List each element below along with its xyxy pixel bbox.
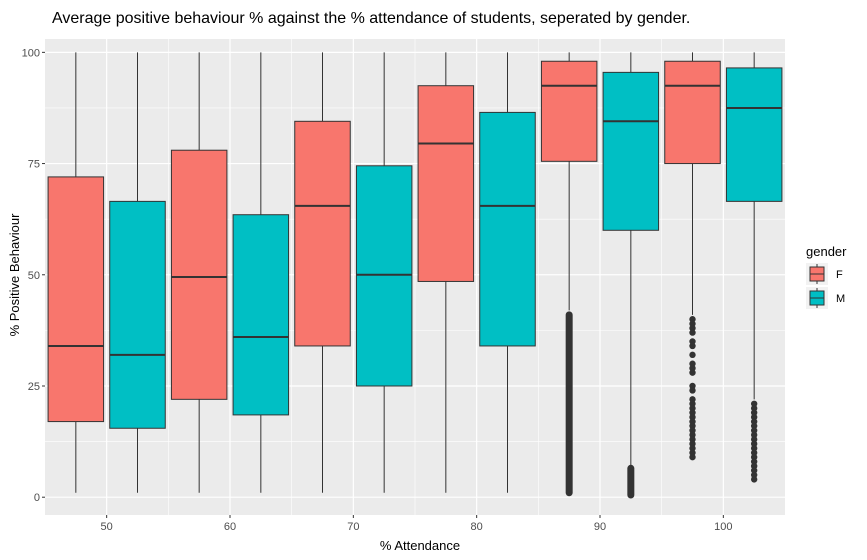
outlier-point	[689, 396, 696, 403]
y-tick-label: 100	[22, 47, 40, 59]
box-F	[170, 52, 228, 493]
outlier-point	[750, 462, 758, 470]
box-iqr	[417, 85, 475, 282]
box-iqr	[294, 120, 351, 347]
outlier-points	[627, 464, 635, 499]
outlier-point	[689, 449, 696, 456]
outlier-point	[750, 436, 758, 443]
outlier-point	[750, 453, 758, 461]
box-M	[355, 52, 413, 493]
outlier-point	[750, 405, 758, 412]
outlier-point	[689, 436, 696, 443]
outlier-point	[750, 445, 758, 452]
outlier-point	[750, 422, 758, 430]
box-M	[232, 52, 290, 493]
outlier-point	[750, 467, 758, 474]
outlier-points	[565, 311, 573, 497]
outlier-point	[750, 418, 758, 425]
x-tick-label: 60	[224, 521, 236, 533]
outlier-point	[689, 427, 696, 434]
outlier-point	[750, 409, 758, 416]
box-M	[109, 52, 166, 493]
outlier-point	[689, 329, 696, 336]
box-iqr	[602, 71, 660, 231]
x-tick-label: 50	[101, 521, 113, 533]
box-M	[725, 52, 783, 483]
box-iqr	[170, 149, 228, 400]
y-tick-label: 50	[28, 270, 40, 282]
box-iqr	[540, 60, 598, 162]
box-M	[479, 52, 536, 493]
outlier-point	[689, 422, 696, 430]
box-iqr	[664, 60, 721, 165]
legend-title: gender	[806, 244, 847, 259]
legend: gender FM	[806, 244, 847, 309]
x-axis: 50 60 70 80 90 100	[101, 515, 733, 533]
outlier-point	[750, 431, 758, 439]
x-tick-label: 70	[347, 521, 359, 533]
outlier-point	[689, 316, 696, 323]
outlier-point	[750, 476, 758, 483]
outlier-point	[689, 409, 696, 416]
outlier-point	[689, 405, 696, 412]
box-F	[417, 52, 475, 493]
outlier-point	[750, 458, 758, 465]
grid-lines	[45, 39, 785, 515]
box-F	[294, 52, 351, 493]
box-iqr	[232, 214, 290, 416]
box-iqr	[479, 111, 536, 347]
outlier-point	[689, 382, 696, 390]
outlier-point	[689, 364, 696, 372]
outlier-point	[689, 360, 696, 367]
chart-title: Average positive behaviour % against the…	[52, 10, 690, 27]
outlier-point	[689, 338, 696, 345]
outlier-point	[689, 413, 696, 421]
legend-label-M: M	[836, 293, 845, 305]
x-tick-label: 90	[594, 521, 606, 533]
outlier-point	[689, 400, 696, 407]
y-tick-label: 75	[28, 159, 40, 171]
box-iqr	[109, 200, 166, 429]
box-F	[664, 52, 721, 461]
outlier-point	[689, 440, 696, 448]
x-tick-label: 100	[714, 521, 732, 533]
outlier-point	[689, 453, 696, 461]
outlier-point	[750, 449, 758, 456]
y-tick-label: 0	[34, 492, 40, 504]
box-F	[47, 52, 105, 493]
outlier-point	[750, 427, 758, 434]
box-series	[47, 52, 783, 499]
outlier-point	[689, 431, 696, 439]
outlier-point	[689, 342, 696, 350]
y-tick-label: 25	[28, 381, 40, 393]
box-F	[540, 52, 598, 497]
outlier-point	[750, 440, 758, 448]
outlier-point	[689, 351, 696, 359]
outlier-point	[689, 387, 696, 394]
y-axis-title: % Positive Behaviour	[7, 213, 22, 337]
y-axis: 0 25 50 75 100	[22, 47, 45, 504]
legend-label-F: F	[836, 269, 843, 281]
outlier-point	[750, 471, 758, 479]
outlier-point	[689, 445, 696, 452]
outlier-point	[689, 320, 696, 327]
x-axis-title: % Attendance	[380, 538, 460, 553]
box-M	[602, 52, 660, 499]
box-iqr	[355, 165, 413, 387]
box-iqr	[47, 176, 105, 423]
outlier-point	[689, 369, 696, 376]
outlier-point	[689, 324, 696, 332]
x-tick-label: 80	[471, 521, 483, 533]
outlier-point	[750, 400, 758, 407]
outlier-point	[750, 413, 758, 421]
outlier-point	[689, 418, 696, 425]
box-iqr	[725, 67, 783, 202]
